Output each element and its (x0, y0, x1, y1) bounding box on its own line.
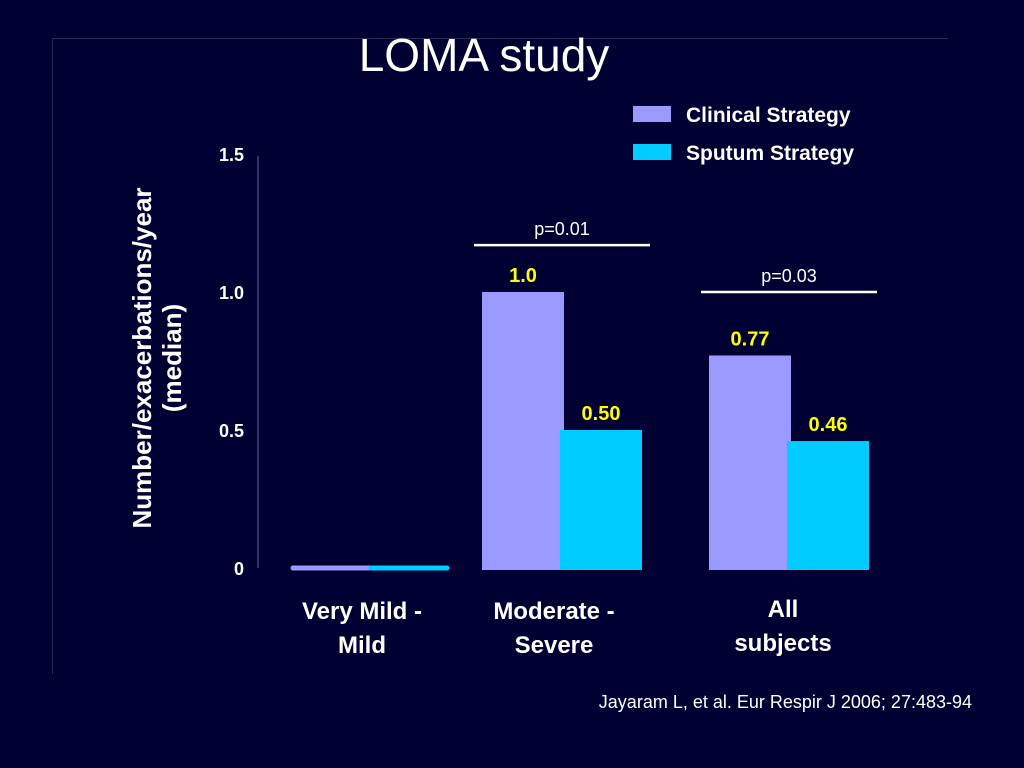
y-axis-title-line: (median) (157, 304, 187, 412)
y-tick-label: 0 (234, 559, 244, 579)
y-axis-title-line: Number/exacerbations/year (127, 187, 157, 528)
data-label: 1.0 (509, 265, 537, 287)
slide-title: LOMA study (358, 29, 610, 81)
category-label: Mild (338, 632, 386, 659)
y-tick-label: 0.5 (219, 421, 244, 441)
bar-sputum (560, 430, 642, 570)
category-label: Severe (515, 632, 594, 659)
p-value-label: p=0.03 (761, 266, 817, 286)
category-label: subjects (734, 630, 831, 657)
data-label: 0.50 (582, 403, 621, 425)
y-tick-label: 1.5 (219, 145, 244, 165)
legend-swatch (633, 144, 671, 160)
bar-clinical (482, 292, 564, 570)
legend-label: Clinical Strategy (686, 104, 851, 127)
category-label: Moderate - (493, 598, 614, 625)
data-label: 0.77 (731, 328, 770, 350)
p-value-label: p=0.01 (534, 219, 590, 239)
data-label: 0.46 (809, 414, 848, 436)
category-label: Very Mild - (302, 598, 422, 625)
category-label: All (768, 596, 799, 623)
slide-frame (52, 38, 948, 674)
bar-sputum (787, 441, 869, 570)
bar-clinical (709, 355, 791, 570)
legend-label: Sputum Strategy (686, 142, 854, 165)
legend-swatch (633, 106, 671, 122)
y-axis-title: Number/exacerbations/year(median) (127, 187, 187, 528)
y-tick-label: 1.0 (219, 283, 244, 303)
citation: Jayaram L, et al. Eur Respir J 2006; 27:… (598, 692, 972, 712)
